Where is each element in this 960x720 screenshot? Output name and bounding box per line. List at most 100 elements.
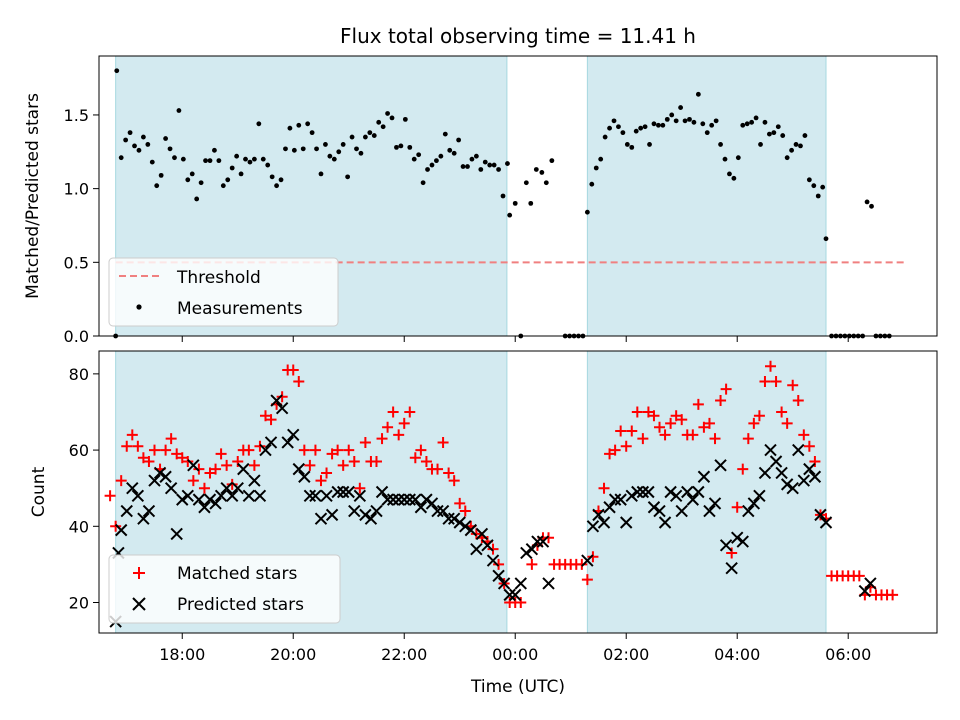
predicted-star-point xyxy=(281,436,294,449)
matched-star-point xyxy=(326,448,338,460)
predicted-star-point xyxy=(353,489,367,503)
predicted-star-point xyxy=(331,485,344,499)
predicted-star-point xyxy=(675,504,688,518)
measurement-point xyxy=(167,146,173,152)
measurement-point xyxy=(149,159,155,165)
measurement-point xyxy=(407,144,413,150)
predicted-star-point xyxy=(414,501,428,514)
measurement-point xyxy=(336,149,342,155)
predicted-star-point xyxy=(364,512,378,525)
x-axis-label: Time (UTC) xyxy=(470,677,565,697)
predicted-star-point xyxy=(203,493,217,506)
measurement-point xyxy=(500,193,506,199)
measurement-point xyxy=(718,142,723,147)
measurement-point xyxy=(212,147,217,153)
predicted-star-point xyxy=(719,539,733,552)
matched-star-point xyxy=(332,444,344,456)
matched-star-point xyxy=(753,410,765,422)
measurement-point xyxy=(229,165,235,171)
predicted-star-point xyxy=(314,512,328,525)
predicted-star-point xyxy=(126,481,139,495)
matched-star-point xyxy=(248,459,260,471)
measurement-point xyxy=(154,183,160,189)
predicted-star-point xyxy=(459,520,472,533)
predicted-star-point xyxy=(470,542,483,556)
predicted-star-point xyxy=(292,462,305,476)
predicted-star-point xyxy=(786,481,799,495)
measurement-point xyxy=(815,193,821,199)
chart-title: Flux total observing time = 11.41 h xyxy=(340,24,696,48)
measurement-point xyxy=(704,130,710,136)
measurement-point xyxy=(278,177,284,183)
measurement-point xyxy=(633,128,639,134)
measurement-point xyxy=(163,136,168,141)
measurement-point xyxy=(607,125,612,131)
predicted-star-point xyxy=(814,508,827,522)
matched-star-point xyxy=(370,456,382,468)
matched-star-point xyxy=(715,395,727,407)
matched-star-point xyxy=(731,501,743,513)
measurement-point xyxy=(533,167,539,172)
predicted-star-point xyxy=(142,504,156,518)
matched-star-point xyxy=(665,417,677,429)
measurement-point xyxy=(869,203,874,209)
x-tick-label: 00:00 xyxy=(492,645,538,664)
matched-star-point xyxy=(137,452,149,464)
predicted-star-point xyxy=(336,485,350,499)
matched-star-point xyxy=(165,433,177,445)
measurement-point xyxy=(207,158,213,164)
legend-measurements-swatch xyxy=(136,304,142,310)
matched-star-point xyxy=(343,444,355,456)
measurement-point xyxy=(145,142,151,147)
predicted-star-point xyxy=(225,489,239,503)
matched-star-point xyxy=(104,490,116,502)
measurement-point xyxy=(727,171,732,177)
matched-star-point xyxy=(654,421,666,433)
measurement-point xyxy=(512,200,518,206)
predicted-star-point xyxy=(425,497,439,510)
measurement-point xyxy=(442,131,448,137)
predicted-star-point xyxy=(592,508,605,522)
measurement-point xyxy=(784,155,790,161)
predicted-star-point xyxy=(386,493,400,506)
predicted-star-point xyxy=(703,504,716,518)
matched-star-point xyxy=(676,414,688,426)
predicted-star-point xyxy=(359,508,372,522)
matched-star-point xyxy=(659,429,671,441)
predicted-star-point xyxy=(325,508,339,522)
count-y-tick-label: 60 xyxy=(69,441,89,460)
count-axes-frame xyxy=(98,350,938,634)
predicted-star-point xyxy=(509,588,522,602)
matched-star-point xyxy=(604,448,616,460)
measurement-point xyxy=(460,164,466,169)
matched-star-point xyxy=(359,436,371,448)
measurement-point xyxy=(611,118,617,124)
predicted-star-point xyxy=(248,474,261,487)
matched-star-point xyxy=(470,528,482,540)
matched-star-point xyxy=(770,375,782,387)
predicted-star-point xyxy=(647,501,661,514)
measurement-point xyxy=(487,162,493,168)
predicted-star-point xyxy=(447,512,461,525)
predicted-star-point xyxy=(309,489,322,503)
predicted-star-point xyxy=(492,569,505,583)
matched-star-point xyxy=(432,463,444,475)
predicted-star-point xyxy=(398,493,411,506)
measurement-point xyxy=(682,118,688,124)
predicted-star-point xyxy=(131,489,145,503)
predicted-star-point xyxy=(797,474,811,487)
matched-star-point xyxy=(226,478,238,490)
predicted-star-point xyxy=(436,504,450,518)
measurement-point xyxy=(505,161,510,166)
predicted-star-point xyxy=(259,443,272,457)
predicted-star-point xyxy=(642,485,655,499)
measurement-point xyxy=(678,105,684,110)
predicted-star-point xyxy=(664,485,677,499)
count-y-tick-label: 20 xyxy=(69,594,89,613)
predicted-star-point xyxy=(298,470,311,483)
matched-star-point xyxy=(692,398,704,410)
ratio-y-tick-label: 0.0 xyxy=(64,327,89,346)
predicted-star-point xyxy=(464,523,478,537)
matched-star-point xyxy=(637,433,649,445)
measurement-point xyxy=(140,134,146,140)
